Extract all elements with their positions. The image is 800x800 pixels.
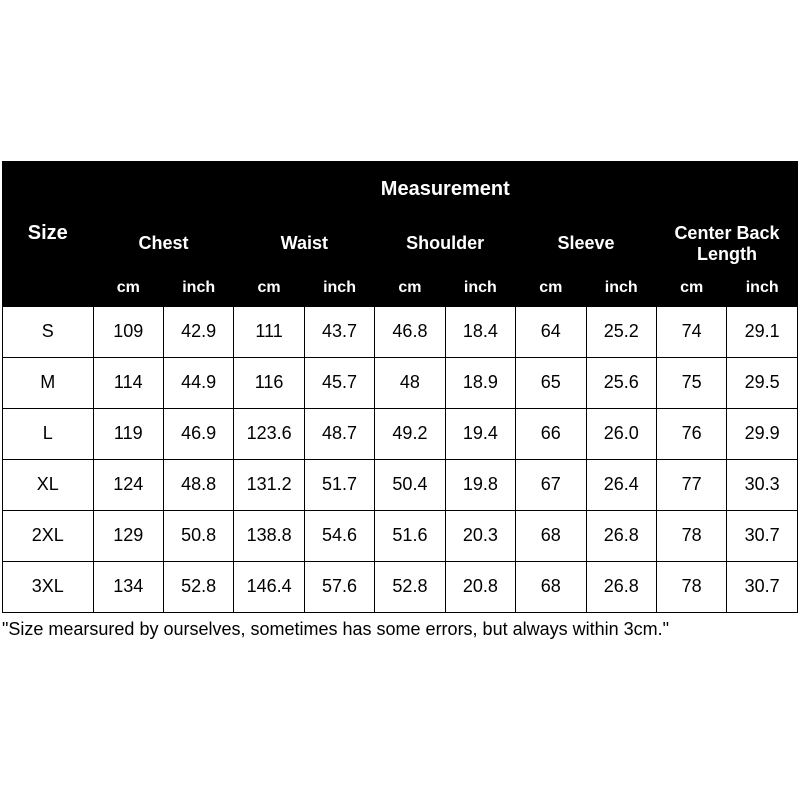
cell-value: 48.7 [304, 408, 374, 459]
cell-value: 52.8 [375, 561, 445, 612]
cell-size: L [3, 408, 94, 459]
cell-value: 75 [656, 357, 726, 408]
cell-value: 26.0 [586, 408, 656, 459]
cell-value: 134 [93, 561, 163, 612]
header-chest: Chest [93, 218, 234, 269]
header-unit-inch: inch [445, 269, 515, 306]
table-row: L 119 46.9 123.6 48.7 49.2 19.4 66 26.0 … [3, 408, 798, 459]
cell-value: 51.6 [375, 510, 445, 561]
cell-value: 67 [516, 459, 586, 510]
cell-value: 129 [93, 510, 163, 561]
cell-value: 111 [234, 306, 304, 357]
cell-size: 3XL [3, 561, 94, 612]
cell-value: 43.7 [304, 306, 374, 357]
cell-value: 138.8 [234, 510, 304, 561]
size-chart: Size Measurement Chest Waist Shoulder Sl… [2, 161, 798, 640]
cell-value: 52.8 [163, 561, 233, 612]
cell-value: 78 [656, 510, 726, 561]
cell-value: 18.4 [445, 306, 515, 357]
header-unit-cm: cm [93, 269, 163, 306]
table-row: M 114 44.9 116 45.7 48 18.9 65 25.6 75 2… [3, 357, 798, 408]
cell-value: 44.9 [163, 357, 233, 408]
cell-value: 78 [656, 561, 726, 612]
header-sleeve: Sleeve [516, 218, 657, 269]
header-size: Size [3, 161, 94, 306]
cell-value: 30.7 [727, 510, 798, 561]
header-center-back: Center Back Length [656, 218, 797, 269]
cell-value: 49.2 [375, 408, 445, 459]
cell-value: 48.8 [163, 459, 233, 510]
cell-value: 74 [656, 306, 726, 357]
cell-value: 42.9 [163, 306, 233, 357]
cell-value: 131.2 [234, 459, 304, 510]
cell-value: 109 [93, 306, 163, 357]
table-row: 3XL 134 52.8 146.4 57.6 52.8 20.8 68 26.… [3, 561, 798, 612]
cell-value: 29.1 [727, 306, 798, 357]
page-wrap: Size Measurement Chest Waist Shoulder Sl… [0, 0, 800, 800]
header-unit-cm: cm [516, 269, 586, 306]
cell-size: S [3, 306, 94, 357]
cell-value: 65 [516, 357, 586, 408]
cell-value: 114 [93, 357, 163, 408]
cell-value: 48 [375, 357, 445, 408]
cell-value: 64 [516, 306, 586, 357]
header-unit-cm: cm [375, 269, 445, 306]
cell-value: 30.3 [727, 459, 798, 510]
cell-value: 68 [516, 561, 586, 612]
cell-value: 123.6 [234, 408, 304, 459]
size-table: Size Measurement Chest Waist Shoulder Sl… [2, 161, 798, 613]
cell-value: 20.8 [445, 561, 515, 612]
table-row: 2XL 129 50.8 138.8 54.6 51.6 20.3 68 26.… [3, 510, 798, 561]
cell-value: 19.8 [445, 459, 515, 510]
cell-value: 25.6 [586, 357, 656, 408]
cell-value: 46.8 [375, 306, 445, 357]
cell-value: 119 [93, 408, 163, 459]
cell-value: 77 [656, 459, 726, 510]
table-row: S 109 42.9 111 43.7 46.8 18.4 64 25.2 74… [3, 306, 798, 357]
header-measurement: Measurement [93, 161, 797, 218]
cell-value: 18.9 [445, 357, 515, 408]
cell-value: 19.4 [445, 408, 515, 459]
header-unit-cm: cm [656, 269, 726, 306]
cell-value: 30.7 [727, 561, 798, 612]
cell-value: 45.7 [304, 357, 374, 408]
cell-size: XL [3, 459, 94, 510]
cell-value: 116 [234, 357, 304, 408]
header-unit-cm: cm [234, 269, 304, 306]
cell-value: 57.6 [304, 561, 374, 612]
cell-value: 20.3 [445, 510, 515, 561]
header-unit-inch: inch [727, 269, 798, 306]
cell-value: 25.2 [586, 306, 656, 357]
size-note: "Size mearsured by ourselves, sometimes … [2, 613, 798, 640]
cell-value: 68 [516, 510, 586, 561]
cell-value: 26.8 [586, 510, 656, 561]
header-unit-inch: inch [586, 269, 656, 306]
cell-value: 26.4 [586, 459, 656, 510]
cell-value: 66 [516, 408, 586, 459]
cell-value: 29.5 [727, 357, 798, 408]
cell-value: 146.4 [234, 561, 304, 612]
cell-value: 26.8 [586, 561, 656, 612]
header-shoulder: Shoulder [375, 218, 516, 269]
cell-value: 29.9 [727, 408, 798, 459]
cell-value: 46.9 [163, 408, 233, 459]
header-unit-inch: inch [304, 269, 374, 306]
cell-value: 124 [93, 459, 163, 510]
cell-value: 54.6 [304, 510, 374, 561]
header-unit-inch: inch [163, 269, 233, 306]
cell-value: 76 [656, 408, 726, 459]
header-waist: Waist [234, 218, 375, 269]
cell-size: 2XL [3, 510, 94, 561]
cell-value: 50.8 [163, 510, 233, 561]
cell-value: 51.7 [304, 459, 374, 510]
table-row: XL 124 48.8 131.2 51.7 50.4 19.8 67 26.4… [3, 459, 798, 510]
cell-value: 50.4 [375, 459, 445, 510]
cell-size: M [3, 357, 94, 408]
table-body: S 109 42.9 111 43.7 46.8 18.4 64 25.2 74… [3, 306, 798, 612]
